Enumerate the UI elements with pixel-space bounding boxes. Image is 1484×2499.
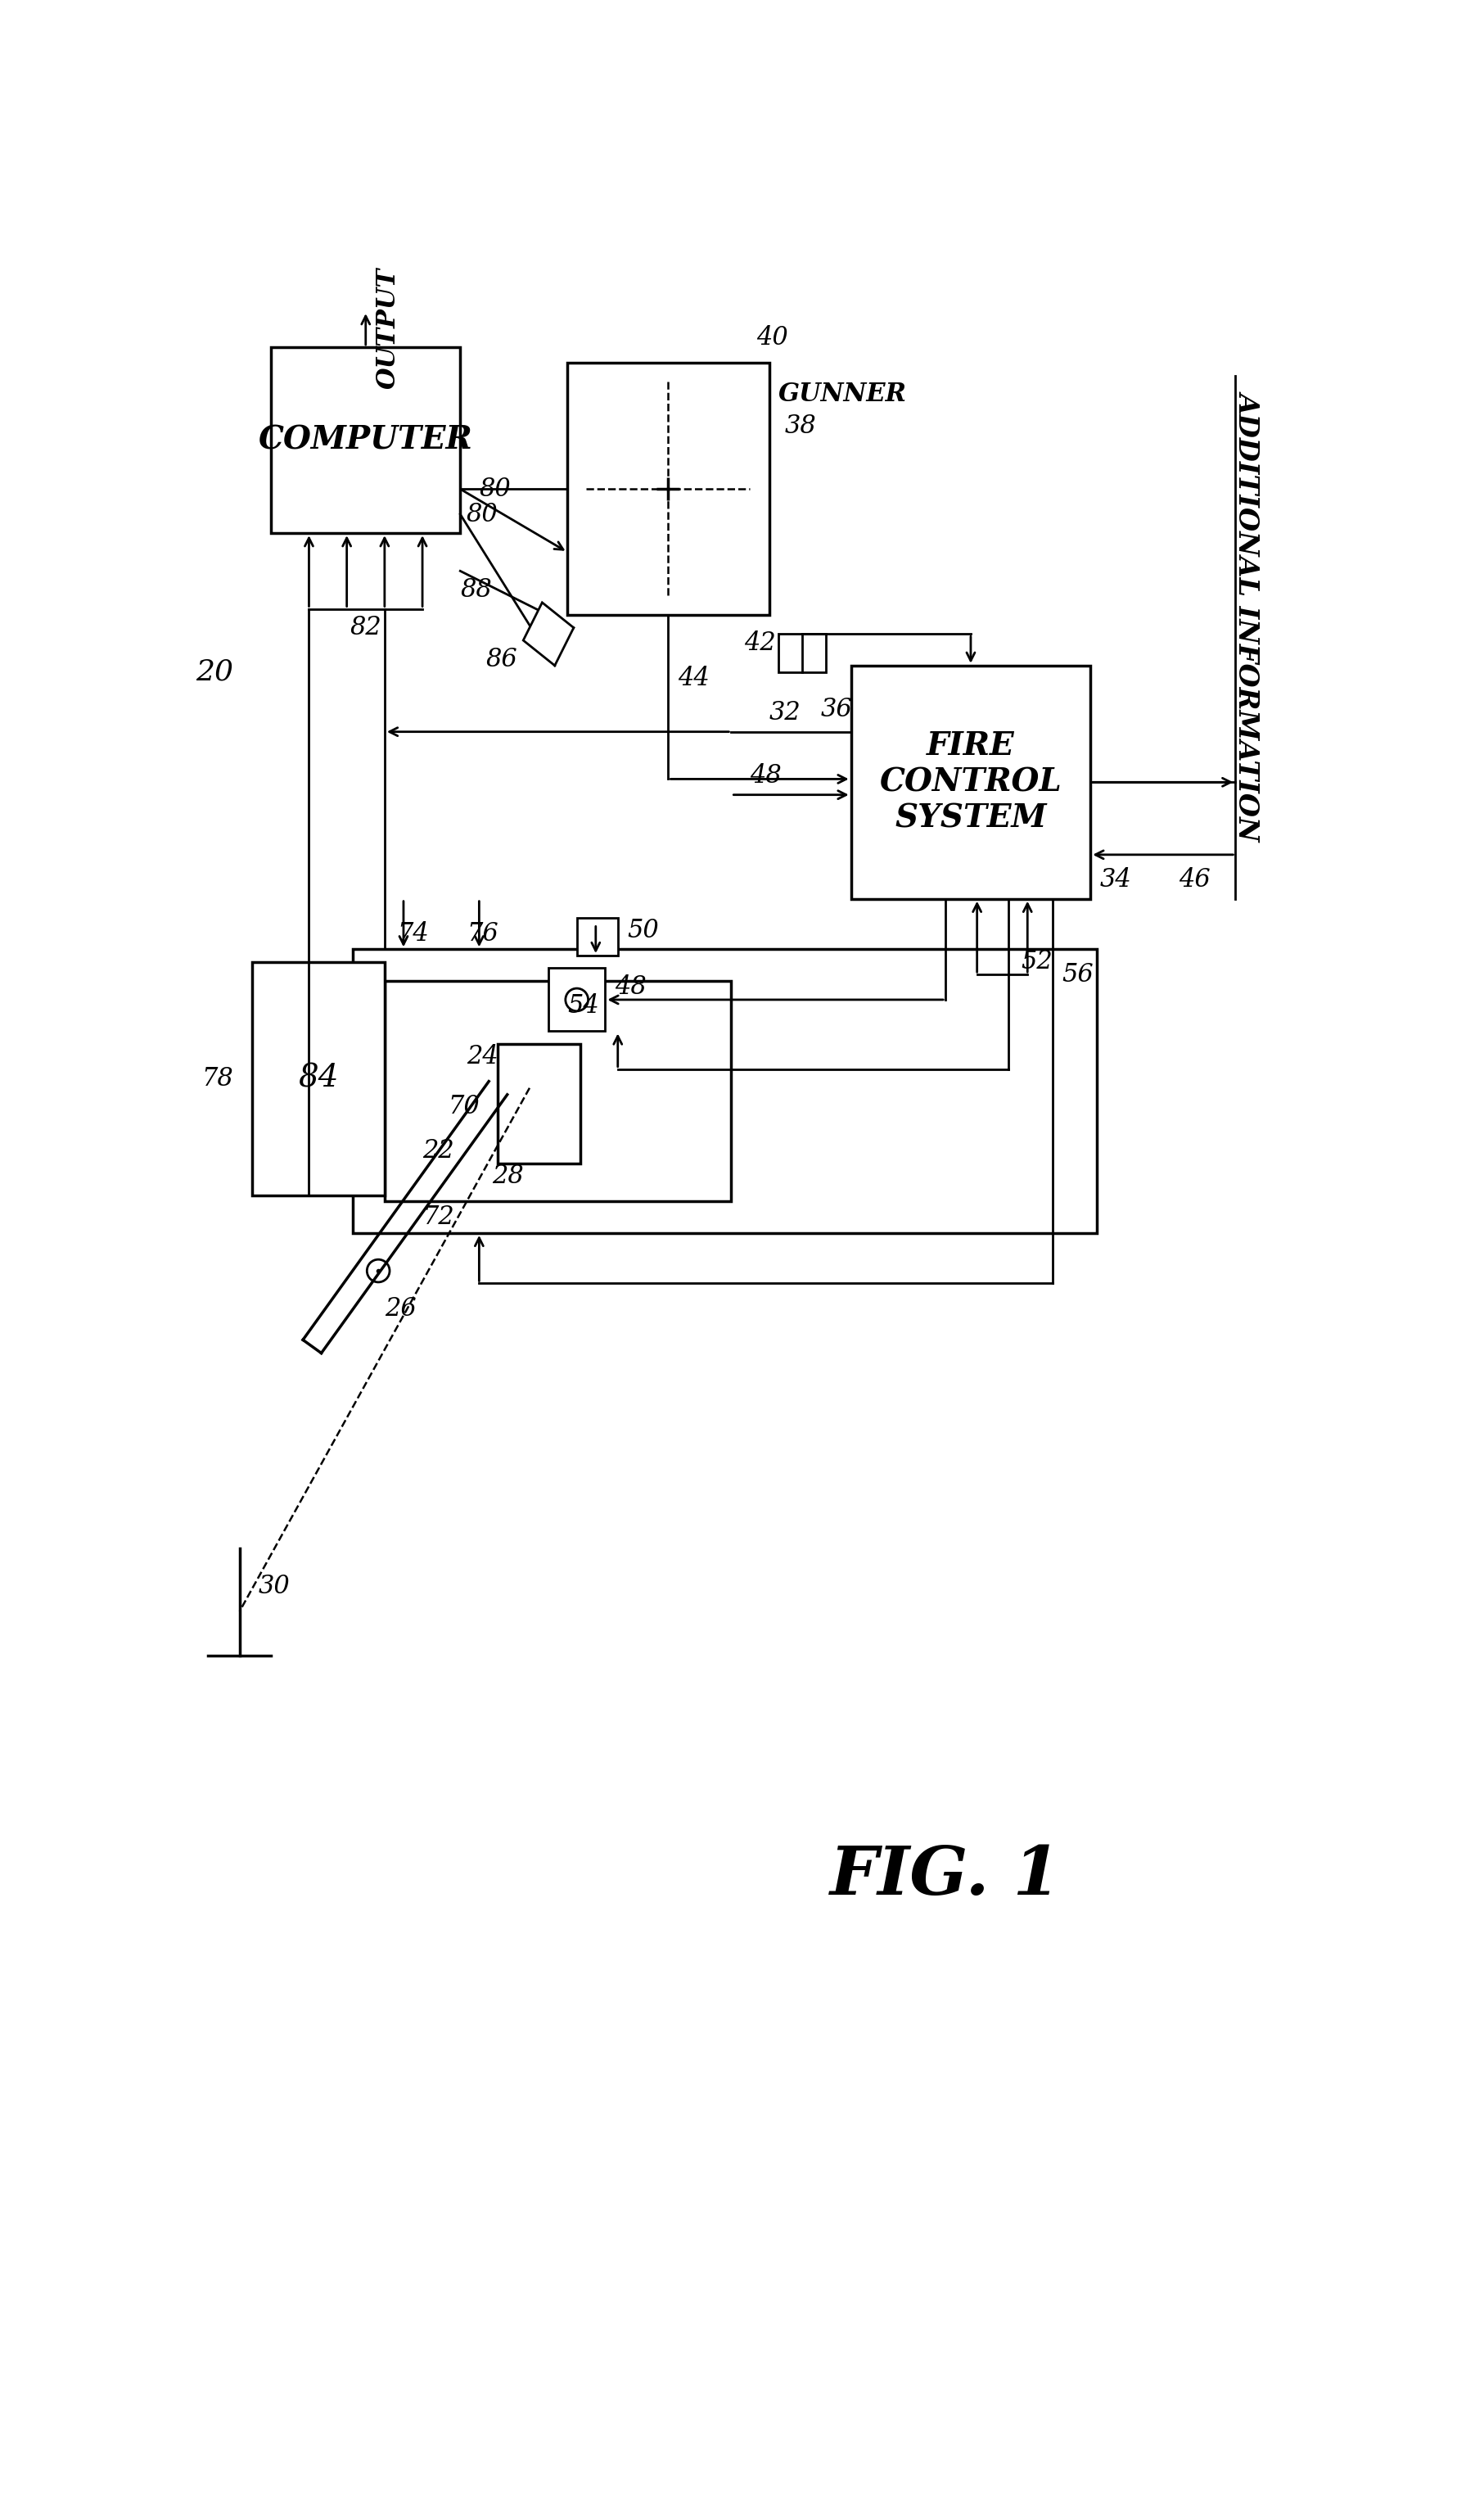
Text: 40: 40 <box>757 325 788 350</box>
Text: 54: 54 <box>567 992 600 1020</box>
Text: 70: 70 <box>448 1095 479 1120</box>
Text: 20: 20 <box>196 657 233 685</box>
Bar <box>272 347 460 532</box>
Text: 78: 78 <box>202 1067 233 1092</box>
Text: FIG. 1: FIG. 1 <box>830 1844 1061 1909</box>
Bar <box>850 665 1091 900</box>
Text: 30: 30 <box>258 1574 291 1599</box>
Text: 52: 52 <box>1021 950 1052 975</box>
Text: 42: 42 <box>743 630 776 657</box>
Text: 86: 86 <box>485 647 516 672</box>
Text: FIRE
CONTROL
SYSTEM: FIRE CONTROL SYSTEM <box>880 730 1063 835</box>
Bar <box>549 967 605 1032</box>
Text: 82: 82 <box>350 615 381 640</box>
Polygon shape <box>524 602 574 665</box>
Text: 50: 50 <box>628 917 659 942</box>
Bar <box>567 362 769 615</box>
Text: 46: 46 <box>1178 867 1211 892</box>
Bar <box>499 1045 580 1165</box>
Text: 28: 28 <box>491 1165 524 1190</box>
Text: ADDITIONAL INFORMATION: ADDITIONAL INFORMATION <box>1235 390 1261 840</box>
Text: 24: 24 <box>466 1045 499 1070</box>
Text: 48: 48 <box>614 975 647 1000</box>
Text: 72: 72 <box>423 1205 454 1230</box>
Text: OUTPUT: OUTPUT <box>375 267 401 390</box>
Text: 74: 74 <box>398 920 429 947</box>
Text: 38: 38 <box>785 412 816 440</box>
Text: 84: 84 <box>298 1065 338 1095</box>
Text: 80: 80 <box>466 502 499 527</box>
Bar <box>779 635 825 672</box>
Bar <box>384 980 732 1202</box>
Bar <box>353 950 1097 1232</box>
Text: COMPUTER: COMPUTER <box>258 425 473 455</box>
Bar <box>252 962 384 1195</box>
Text: 26: 26 <box>384 1297 417 1322</box>
Text: GUNNER: GUNNER <box>779 382 907 407</box>
Text: 32: 32 <box>769 700 801 725</box>
Text: 22: 22 <box>423 1140 454 1165</box>
Text: 88: 88 <box>460 577 491 602</box>
Bar <box>577 917 617 955</box>
Text: 76: 76 <box>466 920 499 947</box>
Text: 80: 80 <box>479 477 510 502</box>
Text: 36: 36 <box>821 697 852 722</box>
Text: 48: 48 <box>749 762 782 790</box>
Text: 34: 34 <box>1100 867 1132 892</box>
Text: 44: 44 <box>678 665 709 690</box>
Text: 56: 56 <box>1063 962 1094 987</box>
